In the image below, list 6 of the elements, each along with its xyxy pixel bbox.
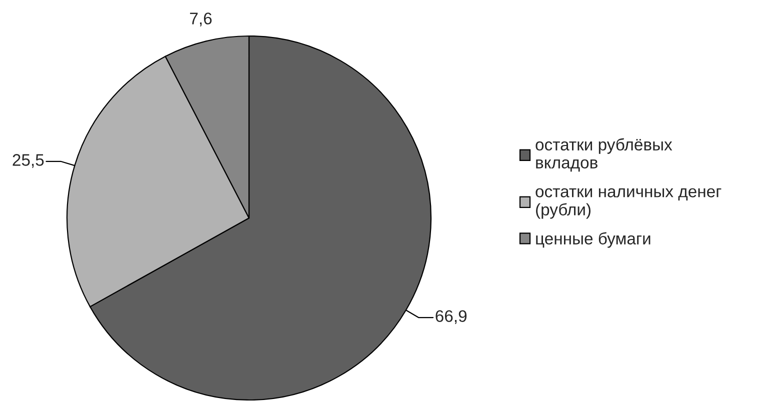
data-label: 66,9 <box>436 310 467 324</box>
legend-label: остатки наличных денег (рубли) <box>536 188 722 219</box>
legend-label: остатки рублёвых вкладов <box>536 138 672 172</box>
data-label: 7,6 <box>190 12 212 26</box>
data-label: 25,5 <box>12 154 44 168</box>
legend-label: ценные бумаги <box>536 232 650 248</box>
